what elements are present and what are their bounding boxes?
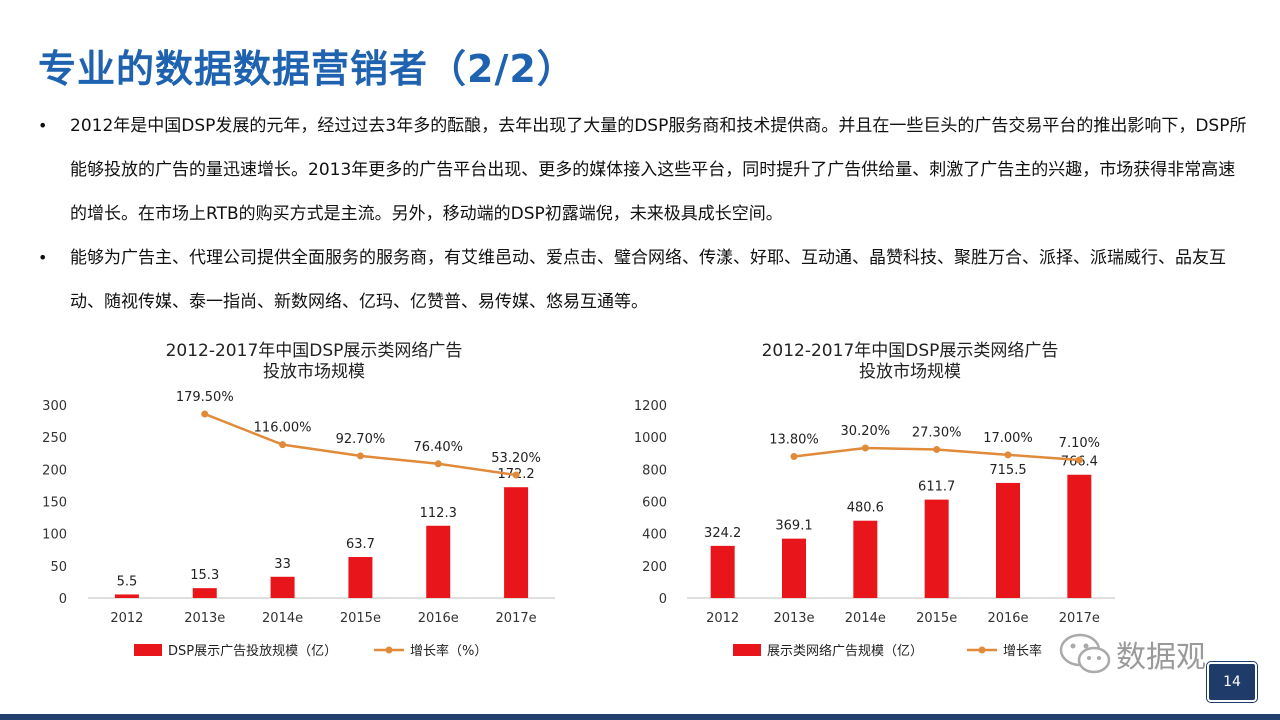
growth-point [201,410,209,418]
y-tick-label: 50 [50,560,67,575]
wechat-icon [1059,633,1111,674]
watermark: 数据观 [1058,630,1238,678]
y-tick-label: 800 [642,463,667,478]
y-tick-label: 200 [42,463,67,478]
x-tick-label: 2014e [845,611,886,626]
growth-data-label: 7.10% [1059,436,1100,451]
bullet-list: 2012年是中国DSP发展的元年，经过过去3年多的酝酿，去年出现了大量的DSP服… [36,104,1251,324]
display-ad-market-chart: 2012-2017年中国DSP展示类网络广告 投放市场规模 0 200 400 600 80… [615,330,1175,690]
y-tick-label: 400 [642,528,667,543]
bar-data-label: 611.7 [918,480,955,495]
y-tick-label: 100 [42,528,67,543]
growth-point [434,460,442,468]
growth-point [933,446,941,454]
bar [192,588,217,598]
x-tick-label: 2016e [987,611,1028,626]
footer-bar [0,714,1280,720]
growth-data-label: 13.80% [769,433,819,448]
growth-point [279,441,287,449]
y-tick-label: 150 [42,496,67,511]
x-tick-label: 2012 [706,611,739,626]
legend-bar-swatch [733,644,761,656]
bar-data-label: 112.3 [420,506,457,521]
y-tick-label: 0 [59,592,67,607]
x-tick-label: 2013e [773,611,814,626]
bar [426,525,451,598]
bar [924,499,949,598]
chart-title-line: 投放市场规模 [859,362,961,382]
slide-title: 专业的数据数据营销者（2/2） [38,47,576,91]
growth-point [861,444,869,452]
dsp-market-chart: 2012-2017年中国DSP展示类网络广告 投放市场规模 0 50 100 150 200… [10,330,570,690]
x-tick-label: 2012 [110,611,143,626]
legend-line-label: 增长率 [1003,643,1042,659]
bar [504,487,529,598]
x-tick-label: 2015e [340,611,381,626]
bar [710,545,735,598]
growth-point [512,471,520,479]
legend-bar-swatch [134,644,162,656]
bar [114,594,139,598]
chart-title-line: 投放市场规模 [263,362,365,382]
x-tick-label: 2017e [1059,611,1100,626]
bar-data-label: 63.7 [346,537,375,552]
bar-data-label: 5.5 [117,574,138,589]
growth-data-label: 76.40% [413,440,463,455]
bar [782,538,806,598]
bar-data-label: 480.6 [847,501,884,516]
bullet-item: 能够为广告主、代理公司提供全面服务的服务商，有艾维邑动、爱点击、璧合网络、传漾、… [36,236,1251,324]
growth-point [356,452,364,460]
chart-title-line: 2012-2017年中国DSP展示类网络广告 [166,341,463,361]
x-tick-label: 2016e [418,611,459,626]
watermark-text: 数据观 [1116,640,1206,675]
page-number: 14 [1207,662,1257,702]
x-tick-label: 2014e [262,611,303,626]
bullet-item: 2012年是中国DSP发展的元年，经过过去3年多的酝酿，去年出现了大量的DSP服… [36,104,1251,236]
growth-data-label: 179.50% [176,390,234,405]
x-tick-label: 2017e [496,611,537,626]
growth-data-label: 116.00% [254,421,312,436]
bar-data-label: 715.5 [989,463,1026,478]
legend-line-marker [385,646,393,654]
legend-bar-label: DSP展示广告投放规模（亿） [168,643,337,659]
bar [996,482,1020,598]
growth-data-label: 53.20% [491,451,541,466]
growth-point [1004,451,1012,459]
legend-line-label: 增长率（%） [410,643,487,659]
y-tick-label: 300 [42,399,67,414]
y-tick-label: 1000 [634,431,667,446]
growth-data-label: 30.20% [841,424,891,439]
chart-title-line: 2012-2017年中国DSP展示类网络广告 [762,341,1059,361]
y-tick-label: 250 [42,431,67,446]
bar-data-label: 324.2 [704,526,741,541]
growth-data-label: 27.30% [912,426,962,441]
y-tick-label: 200 [642,560,667,575]
bar [348,557,373,598]
bar [270,576,295,598]
y-tick-label: 1200 [634,399,667,414]
growth-point [1075,456,1083,464]
bar [853,520,878,598]
growth-data-label: 17.00% [983,431,1033,446]
x-tick-label: 2015e [916,611,957,626]
y-tick-label: 0 [659,592,667,607]
bar-data-label: 33 [274,557,291,572]
bar-data-label: 369.1 [775,519,812,534]
y-tick-label: 600 [642,496,667,511]
legend-line-marker [978,646,986,654]
legend-bar-label: 展示类网络广告规模（亿） [767,643,923,659]
bar-data-label: 15.3 [190,568,219,583]
x-tick-label: 2013e [184,611,225,626]
growth-point [790,453,798,461]
growth-data-label: 92.70% [336,432,386,447]
bar [1067,474,1092,598]
